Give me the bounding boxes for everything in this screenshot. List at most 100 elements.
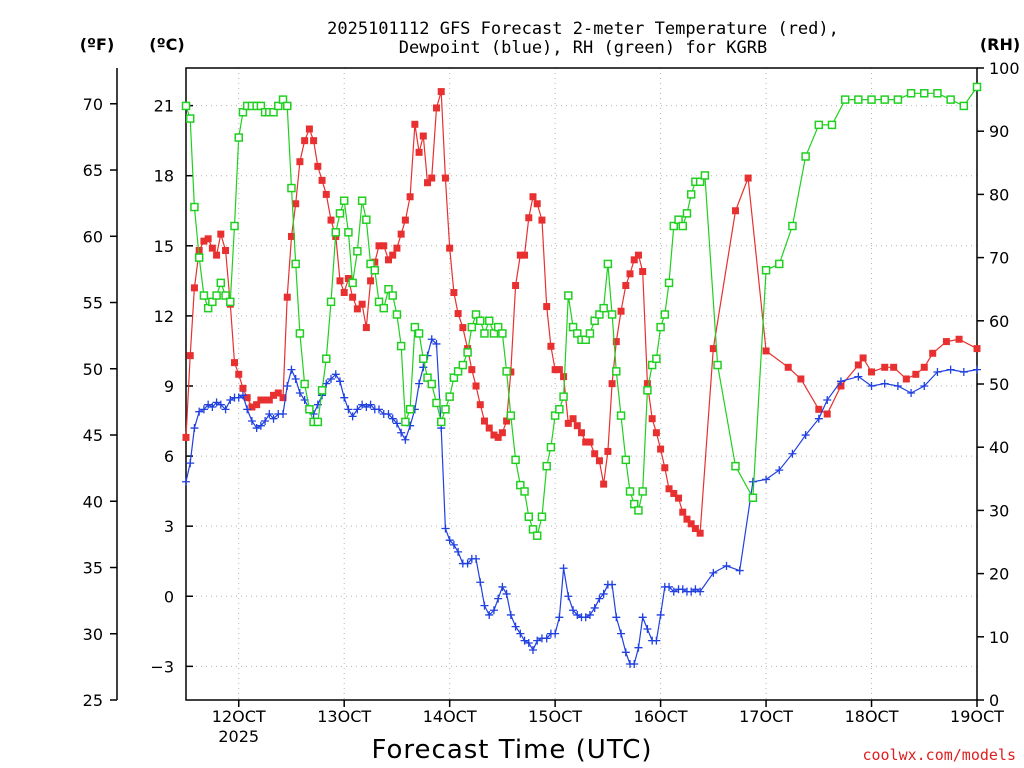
data-point xyxy=(283,381,292,390)
data-point xyxy=(396,341,406,351)
data-point xyxy=(257,396,265,404)
data-point xyxy=(287,365,296,374)
data-point xyxy=(424,179,432,187)
data-point xyxy=(893,381,902,390)
data-point xyxy=(348,412,357,421)
data-point xyxy=(182,433,190,441)
data-point xyxy=(564,592,573,601)
data-point xyxy=(638,487,647,496)
data-point xyxy=(476,401,484,409)
data-point xyxy=(638,613,647,622)
data-point xyxy=(454,310,462,318)
data-point xyxy=(480,417,488,425)
celsius-tick-label: 15 xyxy=(154,237,174,256)
data-point xyxy=(291,374,300,383)
data-point xyxy=(208,403,217,412)
data-point xyxy=(761,265,771,275)
credit-label[interactable]: coolwx.com/models xyxy=(862,746,1016,764)
x-tick-label: 13OCT xyxy=(317,707,371,726)
data-point xyxy=(314,162,322,170)
data-point xyxy=(735,566,744,575)
data-point xyxy=(585,329,595,338)
data-point xyxy=(208,244,216,252)
rh-tick-label: 40 xyxy=(989,438,1009,457)
data-point xyxy=(854,361,862,369)
data-point xyxy=(537,512,547,521)
data-point xyxy=(414,329,424,338)
data-point xyxy=(392,419,401,428)
celsius-tick-label: 3 xyxy=(164,517,174,536)
data-point xyxy=(463,348,472,357)
data-point xyxy=(533,636,542,645)
data-point xyxy=(920,89,929,98)
data-point xyxy=(532,531,542,540)
data-point xyxy=(437,88,445,96)
data-point xyxy=(490,431,498,439)
data-point xyxy=(652,636,661,645)
x-tick-label: 14OCT xyxy=(423,707,477,726)
data-point xyxy=(955,335,963,343)
data-point xyxy=(458,360,468,370)
data-point xyxy=(660,310,670,319)
data-point xyxy=(533,200,541,208)
data-point xyxy=(199,291,209,300)
data-point xyxy=(748,477,757,486)
data-point xyxy=(506,610,515,619)
series-relative-humidity xyxy=(181,82,982,540)
data-point xyxy=(287,183,296,193)
data-point xyxy=(683,515,691,523)
data-point xyxy=(675,494,683,502)
data-point xyxy=(401,216,409,224)
data-point xyxy=(586,438,594,446)
data-point xyxy=(959,367,968,376)
data-point xyxy=(295,388,304,397)
data-point xyxy=(525,214,533,222)
data-point xyxy=(226,297,235,307)
data-point xyxy=(217,230,225,238)
data-point xyxy=(318,176,326,184)
data-point xyxy=(331,228,341,237)
data-point xyxy=(827,120,837,130)
series-2-meter-temperature xyxy=(182,88,981,537)
data-point xyxy=(498,329,507,338)
rh-axis-unit: (RH) xyxy=(980,35,1020,54)
fahrenheit-axis-unit: (ºF) xyxy=(80,35,115,54)
data-point xyxy=(190,284,198,292)
x-tick-label: 16OCT xyxy=(634,707,688,726)
data-point xyxy=(502,589,511,598)
data-point xyxy=(348,278,357,288)
data-point xyxy=(616,411,626,420)
data-point xyxy=(498,429,506,437)
data-point xyxy=(415,379,424,388)
data-point xyxy=(335,377,344,386)
data-point xyxy=(560,373,568,381)
data-point xyxy=(384,410,393,419)
data-point xyxy=(775,466,784,475)
data-point xyxy=(389,251,397,259)
data-point xyxy=(216,278,226,288)
data-point xyxy=(669,221,679,231)
data-point xyxy=(564,419,572,427)
data-point xyxy=(912,370,920,378)
data-point xyxy=(212,398,221,407)
data-point xyxy=(528,646,537,655)
data-point xyxy=(881,363,889,371)
data-point xyxy=(569,415,577,423)
data-point xyxy=(529,193,537,201)
data-point xyxy=(590,316,599,326)
year-label: 2025 xyxy=(218,727,259,746)
rh-tick-label: 10 xyxy=(989,628,1009,647)
data-point xyxy=(362,215,371,224)
data-point xyxy=(748,493,758,503)
rh-tick-label: 80 xyxy=(989,185,1009,204)
data-point xyxy=(657,445,665,453)
fahrenheit-tick-label: 65 xyxy=(83,161,103,180)
data-point xyxy=(893,95,903,104)
data-point xyxy=(516,629,525,638)
data-point xyxy=(221,405,230,414)
data-point xyxy=(643,380,651,388)
data-point xyxy=(427,335,436,344)
data-point xyxy=(686,190,696,199)
data-point xyxy=(595,594,604,603)
data-point xyxy=(344,405,353,414)
